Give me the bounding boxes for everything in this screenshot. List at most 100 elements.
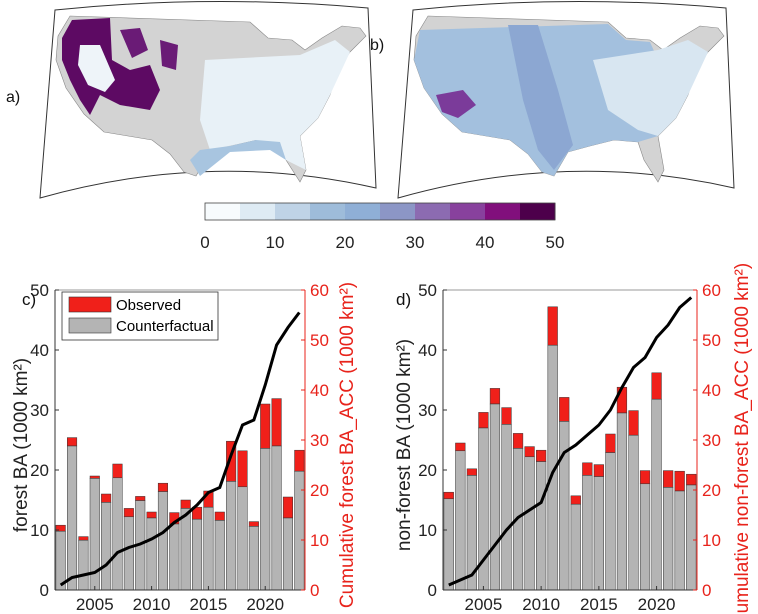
y-tick-label: 10 [30,521,49,540]
bar-observed-2021 [663,470,674,488]
x-tick-label: 2010 [522,595,560,614]
map-a-gulf-blue [190,140,286,176]
bar-counterfactual-2018 [628,434,639,591]
y-right-tick-label: 30 [702,431,721,450]
bar-counterfactual-2016 [605,452,616,591]
bar-counterfactual-2003 [67,445,78,591]
y-tick-label: 20 [418,461,437,480]
y-tick-label: 0 [40,581,49,600]
y-right-tick-label: 50 [310,331,329,350]
bar-counterfactual-2006 [101,502,112,591]
bar-observed-2007 [112,463,123,479]
bar-observed-2023 [294,449,305,472]
bar-observed-2022 [282,496,293,519]
bar-observed-2019 [639,470,651,485]
bar-counterfactual-2014 [582,475,593,591]
bar-counterfactual-2010 [146,517,157,591]
y-tick-label: 40 [418,341,437,360]
colorbar-tick-label: 10 [266,233,285,252]
bar-counterfactual-2013 [570,503,581,591]
y-right-tick-label: 60 [310,281,329,300]
bar-observed-2009 [524,446,535,458]
bar-counterfactual-2008 [123,516,134,591]
colorbar-tick-label: 0 [200,233,209,252]
bar-counterfactual-2019 [639,483,651,591]
map-a-west-light [78,45,115,92]
chart-d-ylabel-right: Cumulative non-forest BA_ACC (1000 km²) [732,263,753,614]
colorbar-segment [380,203,416,220]
colorbar-segment [240,203,276,220]
bar-observed-2020 [260,403,271,449]
bar-observed-2003 [455,442,466,452]
y-tick-label: 20 [30,461,49,480]
bar-counterfactual-2022 [674,490,685,591]
colorbar-segment [205,203,241,220]
bar-observed-2005 [89,475,100,479]
map-a-west-purple [62,18,160,115]
bar-observed-2006 [101,493,112,503]
bar-counterfactual-2002 [443,498,454,591]
bar-counterfactual-2004 [78,539,89,591]
legend-swatch-counterfactual [68,317,112,334]
y-right-tick-label: 0 [310,581,319,600]
y-right-tick-label: 20 [702,481,721,500]
colorbar: 0 10 20 30 40 50 [200,202,564,252]
colorbar-segment [450,203,486,220]
bar-observed-2002 [443,491,454,500]
bar-observed-2008 [512,433,524,449]
bar-observed-2022 [674,470,685,492]
x-tick-label: 2015 [189,595,227,614]
bar-observed-2012 [559,397,570,422]
bar-observed-2009 [135,496,146,501]
panel-label-a: a) [6,89,20,106]
x-tick-label: 2020 [638,595,676,614]
y-tick-label: 30 [418,401,437,420]
bar-observed-2011 [547,306,558,346]
y-right-tick-label: 20 [310,481,329,500]
colorbar-tick-label: 30 [406,233,425,252]
bar-observed-2007 [501,407,512,425]
bar-counterfactual-2017 [226,481,237,591]
bar-observed-2004 [78,536,89,541]
bar-observed-2015 [593,464,604,477]
bar-counterfactual-2020 [260,448,271,591]
bar-counterfactual-2015 [593,476,604,591]
x-tick-label: 2020 [246,595,284,614]
colorbar-tick-label: 20 [336,233,355,252]
map-b-east-light [593,40,708,136]
bar-observed-2004 [466,468,477,476]
x-tick-label: 2010 [133,595,171,614]
bar-counterfactual-2012 [169,523,180,591]
colorbar-tick-label: 40 [476,233,495,252]
bar-observed-2021 [271,398,282,447]
x-tick-label: 2015 [580,595,618,614]
colorbar-segment [485,203,521,220]
y-right-tick-label: 50 [702,331,721,350]
y-tick-label: 0 [428,581,437,600]
bar-observed-2023 [686,473,697,486]
map-a: a) [6,0,377,199]
legend-label-counterfactual: Counterfactual [116,318,214,335]
colorbar-segment [275,203,311,220]
colorbar-segment [520,203,556,220]
bar-counterfactual-2021 [271,445,282,591]
bar-counterfactual-2012 [559,421,570,591]
bar-counterfactual-2011 [157,491,168,591]
colorbar-segment [415,203,451,220]
map-a-rockies [120,28,178,70]
map-a-east-light [200,40,350,170]
cumulative-line [448,296,693,587]
panel-label-d: d) [396,290,411,309]
y-right-tick-label: 10 [702,531,721,550]
bar-counterfactual-2007 [501,424,512,591]
bar-counterfactual-2018 [237,486,248,591]
bar-observed-2008 [123,508,134,518]
bar-counterfactual-2016 [214,520,225,591]
y-tick-label: 50 [30,281,49,300]
bar-observed-2013 [180,499,191,509]
y-tick-label: 10 [418,521,437,540]
bar-counterfactual-2020 [651,398,662,591]
bar-counterfactual-2023 [686,484,697,591]
y-tick-label: 40 [30,341,49,360]
